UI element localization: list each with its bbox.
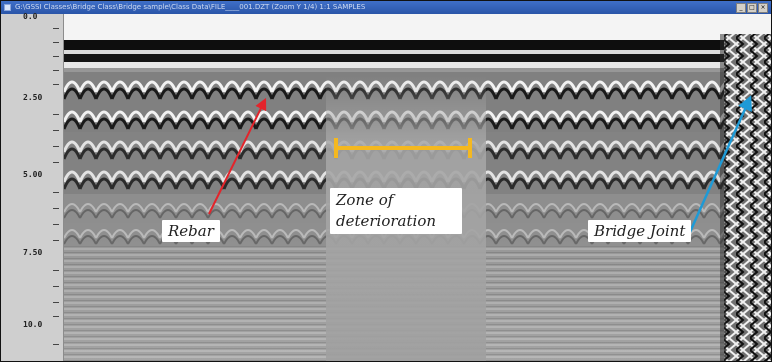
zone-of-deterioration-label: Zone of deterioration [330,188,462,234]
window-titlebar[interactable]: G:\GSSI Classes\Bridge Class\Bridge samp… [1,1,771,14]
depth-label: 2.50 [23,93,43,102]
ruler-minor-tick [53,146,59,147]
ruler-minor-tick [53,162,59,163]
ruler-minor-tick [53,224,59,225]
bridge-joint-label: Bridge Joint [588,220,692,242]
depth-ruler: 0.0 2.50 5.00 7.50 10.0 [1,12,64,361]
depth-label: 5.00 [23,170,43,179]
surface-air-band [64,14,771,40]
ruler-minor-tick [53,316,59,317]
ruler-minor-tick [53,28,59,29]
ruler-minor-tick [53,84,59,85]
bridge-joint-reflection [724,34,771,361]
ruler-minor-tick [53,302,59,303]
bridge-joint-arrow [688,95,752,233]
ruler-minor-tick [53,208,59,209]
rebar-label: Rebar [162,220,220,242]
surface-dark-band [64,40,724,50]
ruler-minor-tick [53,270,59,271]
surface-dark-band-2 [64,54,724,62]
ruler-minor-tick [53,286,59,287]
maximize-button[interactable]: □ [747,3,757,13]
depth-label: 7.50 [23,248,43,257]
ruler-minor-tick [53,56,59,57]
window-title: G:\GSSI Classes\Bridge Class\Bridge samp… [15,3,366,11]
depth-label: 0.0 [23,12,38,21]
ruler-minor-tick [53,344,59,345]
ruler-minor-tick [53,114,59,115]
ruler-minor-tick [53,70,59,71]
rebar-arrow [208,97,267,215]
surface-light-band-2 [64,62,724,68]
ruler-minor-tick [53,240,59,241]
close-button[interactable]: × [758,3,768,13]
app-icon [4,4,11,11]
ruler-minor-tick [53,130,59,131]
ruler-minor-tick [53,192,59,193]
bridge-joint-edge [720,34,726,361]
minimize-button[interactable]: _ [736,3,746,13]
ruler-minor-tick [53,42,59,43]
surface-light-band [64,50,724,54]
depth-label: 10.0 [23,320,43,329]
